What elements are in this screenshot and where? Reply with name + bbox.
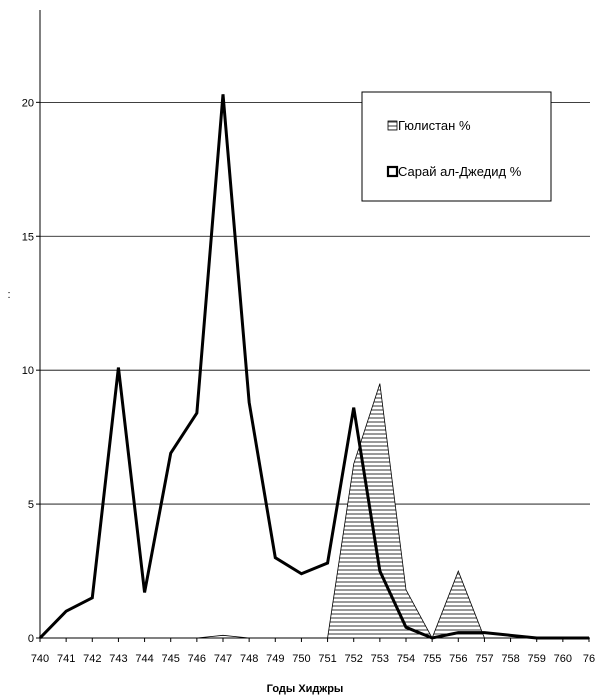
series-areas — [40, 383, 589, 639]
x-tick-label-753: 753 — [371, 653, 389, 665]
x-tick-label-750: 750 — [292, 653, 310, 665]
x-tick-label-741: 741 — [57, 653, 75, 665]
x-tick-label-744: 744 — [135, 653, 153, 665]
x-tick-label-760: 760 — [554, 653, 572, 665]
legend-label-saray: Сарай ал-Джедид % — [398, 164, 522, 179]
y-tick-label-20: 20 — [22, 97, 34, 109]
x-tick-label-756: 756 — [449, 653, 467, 665]
x-axis-label: Годы Хиджры — [267, 683, 344, 695]
x-tick-label-758: 758 — [501, 653, 519, 665]
x-tick-label-761: 76 — [583, 653, 595, 665]
axes — [39, 10, 590, 639]
legend-swatch-gulistan — [387, 120, 398, 131]
series-line-1 — [38, 94, 589, 640]
x-tick-label-745: 745 — [162, 653, 180, 665]
x-tick-label-757: 757 — [475, 653, 493, 665]
x-tick-label-746: 746 — [188, 653, 206, 665]
x-tick-label-759: 759 — [528, 653, 546, 665]
x-tick-label-754: 754 — [397, 653, 415, 665]
x-tick-label-755: 755 — [423, 653, 441, 665]
legend-swatch-saray — [386, 165, 399, 178]
legend-box — [361, 91, 552, 202]
x-tick-label-747: 747 — [214, 653, 232, 665]
x-tick-label-742: 742 — [83, 653, 101, 665]
x-tick-label-740: 740 — [31, 653, 49, 665]
x-tick-label-749: 749 — [266, 653, 284, 665]
x-tick-label-751: 751 — [318, 653, 336, 665]
x-tick-labels: 740 741 742 743 744 745 746 747 748 749 750 751 752 7… — [31, 638, 595, 665]
y-axis-label: : — [7, 289, 10, 301]
series-area-0 — [40, 383, 589, 639]
y-tick-label-10: 10 — [22, 365, 34, 377]
x-tick-label-748: 748 — [240, 653, 258, 665]
legend-label-gulistan: Гюлистан % — [398, 118, 471, 133]
y-tick-label-5: 5 — [28, 499, 34, 511]
legend: Гюлистан % Сарай ал-Джедид % — [361, 91, 552, 202]
y-tick-label-15: 15 — [22, 231, 34, 243]
series-lines — [38, 94, 589, 640]
y-tick-labels: 0 5 10 15 20 — [22, 97, 40, 645]
x-tick-label-743: 743 — [109, 653, 127, 665]
y-tick-label-0: 0 — [28, 633, 34, 645]
x-tick-label-752: 752 — [345, 653, 363, 665]
